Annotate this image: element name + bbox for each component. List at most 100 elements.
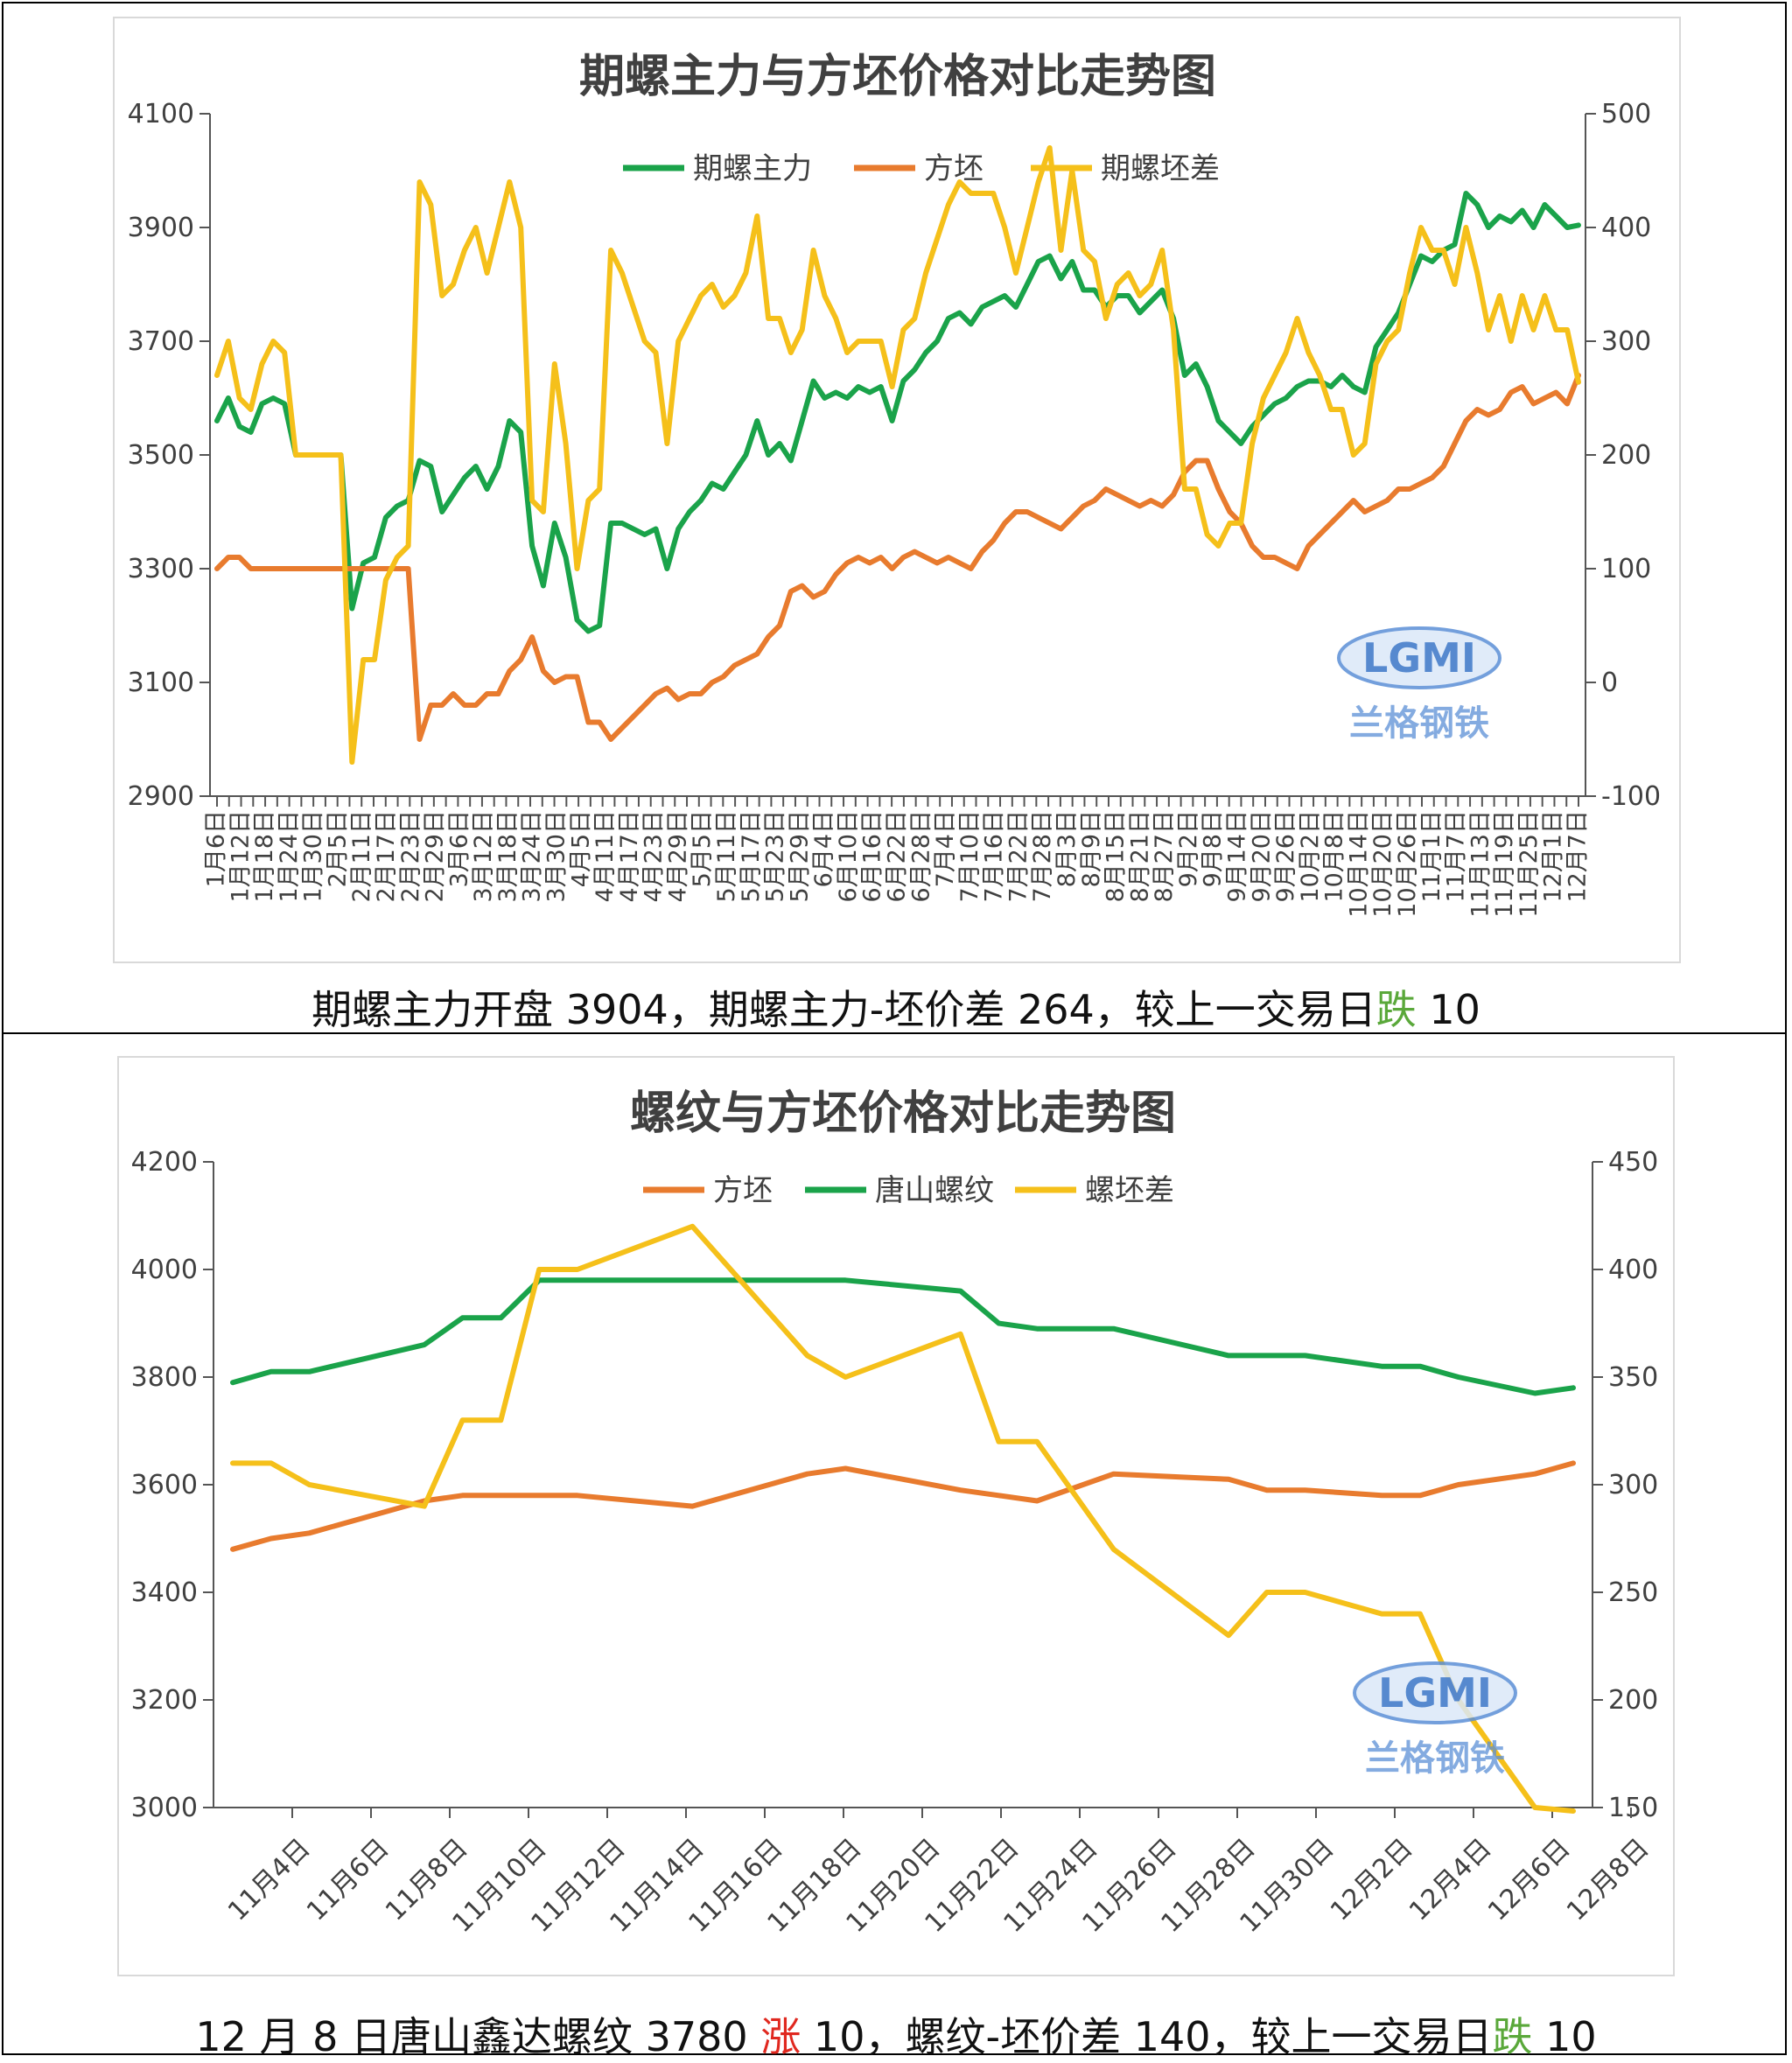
x-tick-label: 7月4日 — [932, 810, 959, 887]
watermark-logo-text: LGMI — [1362, 634, 1476, 682]
x-tick-label: 5月11日 — [713, 810, 740, 903]
x-tick-label: 11月25日 — [1516, 810, 1543, 918]
caption-futures: 期螺主力开盘 3904，期螺主力-坯价差 264，较上一交易日跌 10 — [0, 978, 1792, 1036]
x-tick-label: 7月16日 — [981, 810, 1008, 903]
series-line-orange — [230, 1460, 1576, 1552]
x-tick-label: 12月7日 — [1564, 810, 1592, 903]
y-right-tick-label: 200 — [1608, 1685, 1658, 1716]
legend-label: 螺坯差 — [1085, 1173, 1174, 1208]
x-tick-label: 5月5日 — [689, 810, 716, 887]
y-right-tick-label: 0 — [1601, 668, 1618, 698]
x-tick-label: 3月24日 — [519, 810, 546, 903]
x-tick-label: 10月8日 — [1321, 810, 1348, 903]
x-tick-label: 8月3日 — [1054, 810, 1081, 887]
legend-label: 方坯 — [924, 151, 984, 186]
x-tick-label: 7月22日 — [1004, 810, 1032, 903]
x-tick-label: 10月14日 — [1345, 810, 1372, 918]
y-right-tick-label: 150 — [1608, 1793, 1658, 1823]
x-tick-label: 5月17日 — [738, 810, 765, 903]
legend-label: 期螺坯差 — [1101, 151, 1220, 186]
x-tick-label: 6月16日 — [859, 810, 886, 903]
x-tick-label: 5月23日 — [762, 810, 789, 903]
x-tick-label: 1月6日 — [203, 810, 230, 887]
caption-rebar-direction-1: 涨 — [760, 2013, 802, 2060]
chart-title: 螺纹与方坯价格对比走势图 — [630, 1087, 1176, 1140]
x-tick-label: 10月2日 — [1297, 810, 1324, 903]
x-tick-label: 8月15日 — [1102, 810, 1130, 903]
x-tick-label: 4月5日 — [567, 810, 594, 887]
y-right-tick-label: 450 — [1608, 1147, 1658, 1178]
caption-rebar-direction-2: 跌 — [1492, 2013, 1533, 2060]
x-tick-label: 6月22日 — [884, 810, 911, 903]
x-tick-label: 1月12日 — [227, 810, 254, 903]
chart-area — [113, 17, 1681, 963]
series-line-yellow — [230, 1223, 1576, 1814]
x-tick-label: 1月30日 — [300, 810, 327, 903]
x-tick-label: 2月23日 — [397, 810, 424, 903]
series-line-green — [214, 191, 1581, 634]
y-right-tick-label: 300 — [1608, 1470, 1658, 1500]
caption-futures-text: 期螺主力开盘 3904，期螺主力-坯价差 264，较上一交易日 — [312, 986, 1376, 1033]
x-tick-label: 9月8日 — [1200, 810, 1227, 887]
x-tick-label: 9月14日 — [1224, 810, 1251, 903]
x-tick-label: 3月12日 — [470, 810, 497, 903]
y-left-tick-label: 4100 — [128, 99, 194, 129]
y-right-tick-label: 350 — [1608, 1362, 1658, 1393]
caption-rebar-text-2: 10，螺纹-坯价差 140，较上一交易日 — [801, 2013, 1493, 2060]
legend-label: 唐山螺纹 — [875, 1173, 994, 1208]
watermark-logo-text: LGMI — [1378, 1669, 1492, 1717]
x-tick-label: 2月11日 — [348, 810, 375, 903]
y-left-tick-label: 3600 — [131, 1470, 198, 1500]
y-left-tick-label: 3500 — [128, 440, 194, 471]
legend-label: 方坯 — [713, 1173, 773, 1208]
y-left-tick-label: 3700 — [128, 326, 194, 357]
y-right-tick-label: 200 — [1601, 440, 1651, 471]
x-tick-label: 5月29日 — [786, 810, 813, 903]
x-tick-label: 11月7日 — [1443, 810, 1470, 903]
y-left-tick-label: 3800 — [131, 1362, 198, 1393]
x-tick-label: 3月6日 — [445, 810, 472, 887]
x-tick-label: 9月26日 — [1272, 810, 1299, 903]
x-tick-label: 2月17日 — [373, 810, 400, 903]
watermark-brand-text: 兰格钢铁 — [1349, 703, 1489, 744]
x-tick-label: 6月10日 — [835, 810, 862, 903]
x-tick-label: 2月5日 — [324, 810, 351, 887]
x-tick-label: 9月20日 — [1248, 810, 1275, 903]
x-tick-label: 3月18日 — [494, 810, 522, 903]
x-tick-label: 11月1日 — [1418, 810, 1446, 903]
watermark-logo-badge — [1337, 626, 1502, 689]
legend-label: 期螺主力 — [693, 151, 812, 186]
y-right-tick-label: -100 — [1601, 781, 1661, 812]
x-tick-label: 4月23日 — [640, 810, 668, 903]
y-left-tick-label: 3100 — [128, 668, 194, 698]
watermark-brand-text: 兰格钢铁 — [1365, 1738, 1505, 1779]
y-left-tick-label: 4200 — [131, 1147, 198, 1178]
y-right-tick-label: 100 — [1601, 554, 1651, 584]
x-tick-label: 10月26日 — [1394, 810, 1421, 918]
y-left-tick-label: 4000 — [131, 1255, 198, 1285]
series-line-green — [230, 1277, 1576, 1396]
y-right-tick-label: 400 — [1608, 1255, 1658, 1285]
y-right-tick-label: 300 — [1601, 326, 1651, 357]
y-left-tick-label: 3300 — [128, 554, 194, 584]
x-tick-label: 11月13日 — [1466, 810, 1494, 918]
x-tick-label: 11月19日 — [1491, 810, 1518, 918]
series-line-yellow — [214, 145, 1581, 765]
caption-rebar-text-1: 12 月 8 日唐山鑫达螺纹 3780 — [195, 2013, 761, 2060]
x-tick-label: 12月1日 — [1540, 810, 1567, 903]
x-tick-label: 4月29日 — [664, 810, 691, 903]
caption-rebar-change: 10 — [1532, 2013, 1597, 2060]
caption-rebar: 12 月 8 日唐山鑫达螺纹 3780 涨 10，螺纹-坯价差 140，较上一交… — [0, 2005, 1792, 2063]
y-left-tick-label: 3400 — [131, 1577, 198, 1608]
watermark-logo-badge — [1353, 1661, 1517, 1724]
x-tick-label: 8月21日 — [1126, 810, 1153, 903]
x-tick-label: 8月9日 — [1078, 810, 1105, 887]
y-left-tick-label: 3200 — [131, 1685, 198, 1716]
x-tick-label: 8月27日 — [1151, 810, 1178, 903]
series-line-orange — [214, 373, 1581, 742]
x-tick-label: 1月18日 — [251, 810, 278, 903]
x-tick-label: 2月29日 — [422, 810, 449, 903]
x-tick-label: 4月17日 — [616, 810, 643, 903]
x-tick-label: 7月10日 — [956, 810, 984, 903]
